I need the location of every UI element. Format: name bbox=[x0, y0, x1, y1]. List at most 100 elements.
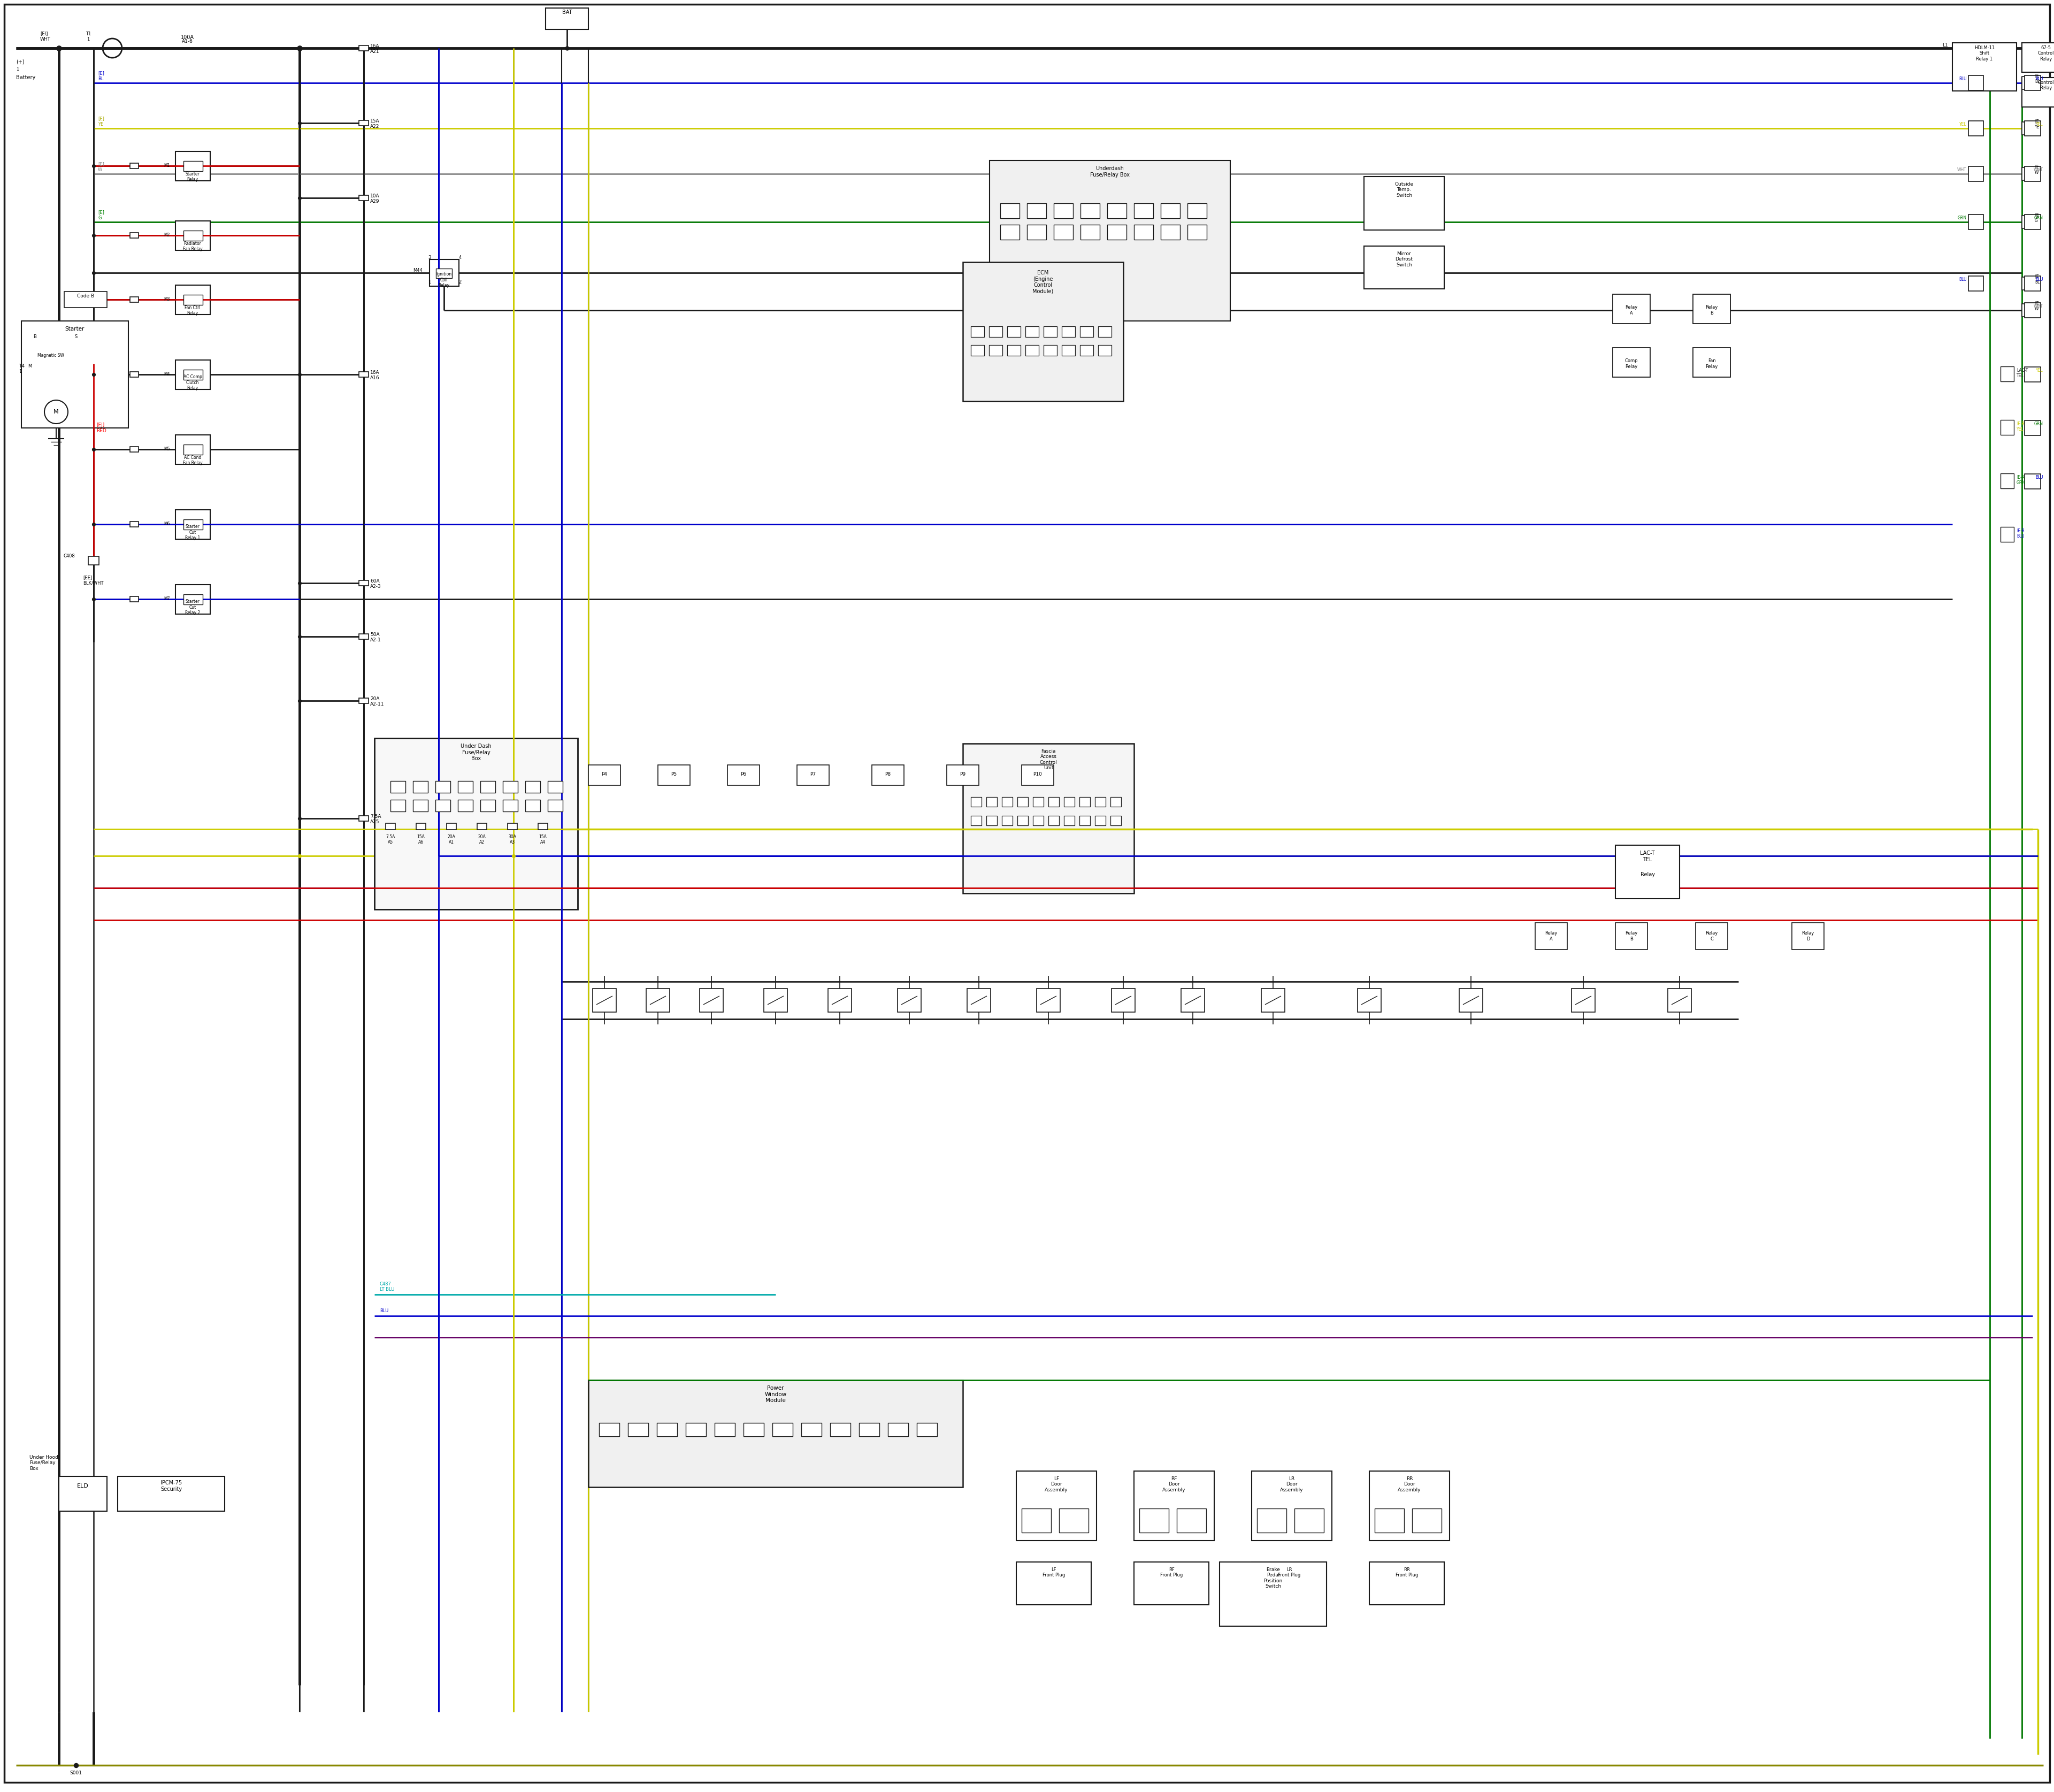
Text: [E
W: [E W bbox=[2036, 301, 2040, 312]
Bar bbox=[503, 799, 518, 812]
Text: RR
Front Plug: RR Front Plug bbox=[1395, 1568, 1417, 1577]
Bar bbox=[1037, 989, 1060, 1012]
Text: Relay
D: Relay D bbox=[1801, 930, 1814, 941]
Text: 3: 3 bbox=[427, 256, 431, 260]
Bar bbox=[1006, 346, 1021, 357]
Bar bbox=[1080, 815, 1091, 826]
Bar bbox=[963, 262, 1124, 401]
Text: RF
Door
Assembly: RF Door Assembly bbox=[1163, 1477, 1185, 1493]
Bar bbox=[1161, 224, 1179, 240]
Bar bbox=[1358, 989, 1380, 1012]
Text: LF
Front Plug: LF Front Plug bbox=[1043, 1568, 1066, 1577]
Bar bbox=[359, 45, 368, 50]
Bar bbox=[1027, 202, 1045, 219]
Bar bbox=[1111, 815, 1121, 826]
Bar bbox=[129, 521, 138, 527]
Text: [E
G: [E G bbox=[2036, 213, 2040, 222]
Text: Relay: Relay bbox=[1641, 873, 1656, 878]
Bar bbox=[413, 799, 427, 812]
Bar bbox=[1054, 224, 1072, 240]
Bar bbox=[1006, 326, 1021, 337]
Bar bbox=[1080, 346, 1093, 357]
Bar bbox=[548, 781, 563, 792]
Bar bbox=[129, 597, 138, 602]
Bar bbox=[88, 556, 99, 564]
Text: M44: M44 bbox=[413, 267, 423, 272]
Text: 20A
A2: 20A A2 bbox=[479, 835, 487, 844]
Bar bbox=[1017, 1563, 1091, 1606]
Bar bbox=[435, 781, 450, 792]
Text: Ignition
Coil
Relay: Ignition Coil Relay bbox=[435, 272, 452, 289]
Bar bbox=[2021, 167, 2033, 181]
Bar bbox=[526, 799, 540, 812]
Bar bbox=[871, 765, 904, 785]
Bar bbox=[898, 989, 920, 1012]
Text: P10: P10 bbox=[1033, 772, 1041, 776]
Bar bbox=[1968, 215, 1984, 229]
Bar bbox=[1364, 177, 1444, 229]
Bar bbox=[1080, 797, 1091, 806]
Text: [E
BL: [E BL bbox=[2036, 73, 2040, 84]
Text: YEL: YEL bbox=[1960, 122, 1968, 127]
Bar bbox=[1002, 815, 1013, 826]
Text: Starter
Cut
Relay 1: Starter Cut Relay 1 bbox=[185, 525, 199, 539]
Bar bbox=[1257, 1509, 1286, 1532]
Text: Battery: Battery bbox=[16, 75, 35, 81]
Bar bbox=[2025, 303, 2040, 317]
Text: L1: L1 bbox=[1943, 43, 1947, 48]
Text: 7.5A
A25: 7.5A A25 bbox=[370, 814, 382, 824]
Bar bbox=[1111, 989, 1136, 1012]
Bar bbox=[587, 765, 620, 785]
Bar bbox=[2001, 473, 2013, 489]
Bar bbox=[183, 161, 203, 172]
Bar bbox=[1080, 224, 1099, 240]
Bar bbox=[481, 781, 495, 792]
Bar bbox=[2021, 215, 2033, 228]
Text: Code B: Code B bbox=[76, 294, 94, 299]
Bar bbox=[600, 1423, 620, 1435]
Bar bbox=[175, 151, 210, 181]
Bar bbox=[1177, 1509, 1206, 1532]
Text: Power
Window
Module: Power Window Module bbox=[764, 1385, 787, 1403]
Bar bbox=[963, 744, 1134, 894]
Bar bbox=[538, 823, 548, 830]
Bar bbox=[183, 595, 203, 604]
Text: [E
W: [E W bbox=[2036, 165, 2040, 176]
Bar bbox=[1095, 815, 1105, 826]
Text: ECM
(Engine
Control
Module): ECM (Engine Control Module) bbox=[1033, 271, 1054, 294]
Bar bbox=[183, 369, 203, 380]
Text: LR
Front Plug: LR Front Plug bbox=[1278, 1568, 1300, 1577]
Text: B: B bbox=[33, 335, 37, 339]
Bar bbox=[2025, 167, 2040, 181]
Text: 16A
A16: 16A A16 bbox=[370, 371, 380, 380]
Text: AC Comp
Clutch
Relay: AC Comp Clutch Relay bbox=[183, 375, 201, 391]
Bar bbox=[657, 1423, 678, 1435]
Bar bbox=[801, 1423, 822, 1435]
Bar bbox=[1107, 224, 1126, 240]
Text: [E]
BL: [E] BL bbox=[99, 72, 105, 81]
Bar bbox=[1968, 75, 1984, 90]
Bar bbox=[129, 446, 138, 452]
Text: RF
Front Plug: RF Front Plug bbox=[1161, 1568, 1183, 1577]
Text: P9: P9 bbox=[959, 772, 965, 776]
Text: GRN: GRN bbox=[2033, 215, 2044, 220]
Bar bbox=[183, 294, 203, 305]
Text: C487
LT BLU: C487 LT BLU bbox=[380, 1281, 394, 1292]
Text: 1: 1 bbox=[427, 280, 431, 285]
Bar bbox=[1099, 346, 1111, 357]
Bar bbox=[1534, 923, 1567, 950]
Text: M6: M6 bbox=[164, 521, 170, 527]
Bar bbox=[1060, 1509, 1089, 1532]
Text: WHT: WHT bbox=[2033, 167, 2044, 172]
Bar bbox=[1134, 1471, 1214, 1541]
Bar bbox=[390, 781, 405, 792]
Text: M3: M3 bbox=[164, 297, 170, 303]
Bar bbox=[1140, 1509, 1169, 1532]
Text: Relay
B: Relay B bbox=[1625, 930, 1637, 941]
Bar bbox=[435, 799, 450, 812]
Bar bbox=[1692, 294, 1729, 324]
Bar bbox=[1251, 1471, 1331, 1541]
Bar bbox=[1027, 224, 1045, 240]
Bar bbox=[727, 765, 760, 785]
Text: Fan Ctrl
Relay: Fan Ctrl Relay bbox=[185, 305, 201, 315]
